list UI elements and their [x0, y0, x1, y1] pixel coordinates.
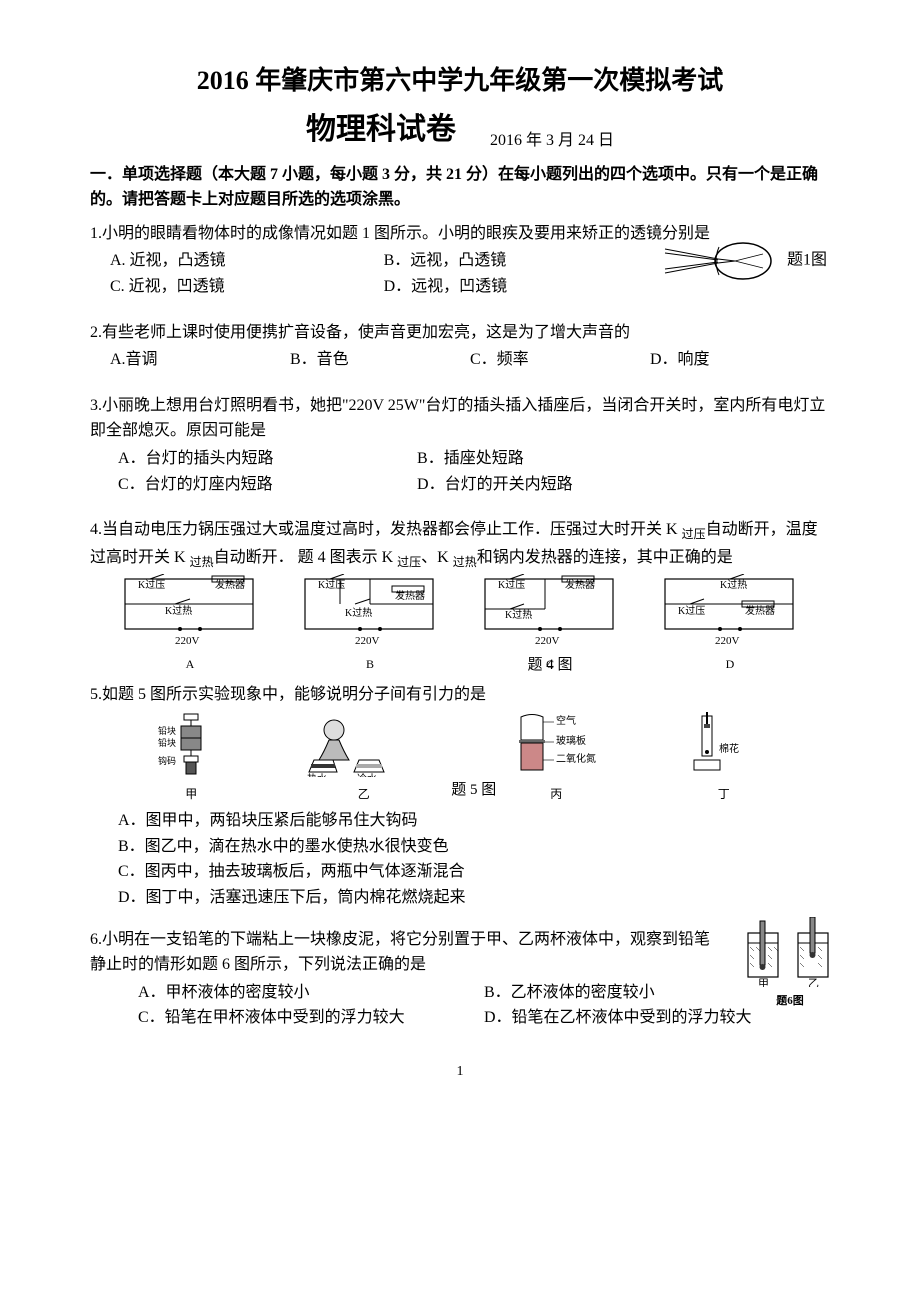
svg-text:220V: 220V [175, 635, 200, 647]
svg-text:钩码: 钩码 [158, 755, 176, 766]
q4-circuit-b: K过压 发热器 K过热 220V B [300, 574, 440, 674]
q5-label-2: 乙 [299, 785, 429, 804]
question-5: 5.如题 5 图所示实验现象中，能够说明分子间有引力的是 铅块 铅块 钩码 甲 [90, 682, 830, 910]
q4-caption: 题 4 图 [460, 653, 640, 677]
svg-text:发热器: 发热器 [215, 578, 245, 591]
question-1: 1.小明的眼睛看物体时的成像情况如题 1 图所示。小明的眼疾及要用来矫正的透镜分… [90, 221, 830, 300]
q4-text: 4.当自动电压力锅压强过大或温度过高时，发热器都会停止工作．压强过大时开关 K … [90, 517, 830, 572]
question-6: 6.小明在一支铅笔的下端粘上一块橡皮泥，将它分别置于甲、乙两杯液体中，观察到铅笔… [90, 927, 830, 1031]
q4-figures: K过压 发热器 K过热 220V A K过压 发热器 [90, 574, 830, 674]
q5-figures: 铅块 铅块 钩码 甲 热水 冷水 乙 [90, 712, 830, 804]
q6-option-c: C．铅笔在甲杯液体中受到的浮力较大 [138, 1005, 484, 1031]
q5-option-d: D．图丁中，活塞迅速压下后，筒内棉花燃烧起来 [118, 885, 830, 911]
svg-text:K过压: K过压 [678, 604, 705, 617]
svg-text:二氧化氮: 二氧化氮 [556, 752, 596, 765]
q2-option-a: A.音调 [110, 347, 290, 373]
q2-options: A.音调 B．音色 C．频率 D．响度 [90, 347, 830, 373]
q5-option-b: B．图乙中，滴在热水中的墨水使热水很快变色 [118, 834, 830, 860]
q5-fig-1: 铅块 铅块 钩码 甲 [156, 712, 226, 804]
svg-text:K过热: K过热 [165, 604, 192, 617]
q1-option-c: C. 近视，凹透镜 [110, 274, 384, 300]
q5-option-a: A．图甲中，两铅块压紧后能够吊住大钩码 [118, 808, 830, 834]
q4-circuit-a: K过压 发热器 K过热 220V A [120, 574, 260, 674]
q4-label-a: A [120, 655, 260, 674]
page-number: 1 [90, 1061, 830, 1083]
svg-text:K过压: K过压 [318, 578, 345, 591]
svg-text:K过热: K过热 [505, 608, 532, 621]
q1-fig-label: 题1图 [787, 251, 827, 268]
svg-text:铅块: 铅块 [158, 737, 176, 748]
subtitle-row: 物理科试卷 2016 年 3 月 24 日 [90, 106, 830, 154]
svg-text:乙: 乙 [808, 977, 819, 987]
q2-option-d: D．响度 [650, 347, 830, 373]
q5-caption: 题 5 图 [451, 778, 496, 802]
section-1-header: 一．单项选择题（本大题 7 小题，每小题 3 分，共 21 分）在每小题列出的四… [90, 162, 830, 213]
q6-fig-label: 题6图 [740, 993, 840, 1011]
q5-option-c: C．图丙中，抽去玻璃板后，两瓶中气体逐渐混合 [118, 859, 830, 885]
q3-option-b: B．插座处短路 [417, 446, 773, 472]
question-3: 3.小丽晚上想用台灯照明看书，她把"220V 25W"台灯的插头插入插座后，当闭… [90, 393, 830, 497]
q3-option-c: C．台灯的灯座内短路 [118, 472, 417, 498]
svg-text:220V: 220V [355, 635, 380, 647]
q2-option-c: C．频率 [470, 347, 650, 373]
q3-text: 3.小丽晚上想用台灯照明看书，她把"220V 25W"台灯的插头插入插座后，当闭… [90, 393, 830, 444]
q1-option-b: B．远视，凸透镜 [384, 248, 658, 274]
svg-text:热水: 热水 [307, 772, 327, 777]
exam-subtitle: 物理科试卷 [306, 106, 456, 154]
q2-text: 2.有些老师上课时使用便携扩音设备，使声音更加宏亮，这是为了增大声音的 [90, 320, 830, 346]
svg-text:发热器: 发热器 [395, 589, 425, 602]
q3-option-a: A．台灯的插头内短路 [118, 446, 417, 472]
q5-fig-3: 空气 玻璃板 二氧化氮 题 5 图 丙 [501, 712, 611, 804]
exam-date: 2016 年 3 月 24 日 [490, 128, 614, 154]
q6-options: A．甲杯液体的密度较小 B．乙杯液体的密度较小 C．铅笔在甲杯液体中受到的浮力较… [90, 980, 830, 1031]
svg-text:K过压: K过压 [138, 578, 165, 591]
svg-text:发热器: 发热器 [565, 578, 595, 591]
q2-option-b: B．音色 [290, 347, 470, 373]
svg-text:空气: 空气 [556, 714, 576, 727]
q4-circuit-c: K过压 发热器 K过热 220V 题 4 图 C [480, 574, 620, 674]
svg-text:棉花: 棉花 [719, 742, 739, 755]
svg-text:220V: 220V [715, 635, 740, 647]
svg-text:220V: 220V [535, 635, 560, 647]
q6-text: 6.小明在一支铅笔的下端粘上一块橡皮泥，将它分别置于甲、乙两杯液体中，观察到铅笔… [90, 927, 830, 978]
q5-label-4: 丁 [684, 785, 764, 804]
q4-label-b: B [300, 655, 440, 674]
q5-label-1: 甲 [156, 785, 226, 804]
eye-icon [663, 239, 783, 283]
question-2: 2.有些老师上课时使用便携扩音设备，使声音更加宏亮，这是为了增大声音的 A.音调… [90, 320, 830, 373]
q3-option-d: D．台灯的开关内短路 [417, 472, 773, 498]
q5-text: 5.如题 5 图所示实验现象中，能够说明分子间有引力的是 [90, 682, 830, 708]
q5-options: A．图甲中，两铅块压紧后能够吊住大钩码 B．图乙中，滴在热水中的墨水使热水很快变… [90, 808, 830, 910]
q1-figure: 题1图 [660, 239, 830, 283]
q1-option-d: D．远视，凹透镜 [384, 274, 658, 300]
q5-fig-2: 热水 冷水 乙 [299, 712, 429, 804]
exam-title: 2016 年肇庆市第六中学九年级第一次模拟考试 [90, 60, 830, 102]
svg-text:冷水: 冷水 [357, 772, 377, 777]
q4-circuit-d: K过热 K过压 发热器 220V D [660, 574, 800, 674]
q3-options: A．台灯的插头内短路 B．插座处短路 C．台灯的灯座内短路 D．台灯的开关内短路 [90, 446, 830, 497]
q5-label-3: 丙 [501, 785, 611, 804]
svg-text:K过热: K过热 [720, 578, 747, 591]
q1-option-a: A. 近视，凸透镜 [110, 248, 384, 274]
svg-text:发热器: 发热器 [745, 604, 775, 617]
svg-text:甲: 甲 [758, 978, 769, 987]
q5-fig-4: 棉花 丁 [684, 712, 764, 804]
svg-text:K过压: K过压 [498, 578, 525, 591]
q4-label-d: D [660, 655, 800, 674]
svg-text:铅块: 铅块 [158, 725, 176, 736]
q6-option-a: A．甲杯液体的密度较小 [138, 980, 484, 1006]
svg-text:玻璃板: 玻璃板 [556, 734, 586, 747]
svg-text:K过热: K过热 [345, 606, 372, 619]
q6-figure: 甲 乙 题6图 [740, 917, 840, 1011]
question-4: 4.当自动电压力锅压强过大或温度过高时，发热器都会停止工作．压强过大时开关 K … [90, 517, 830, 674]
